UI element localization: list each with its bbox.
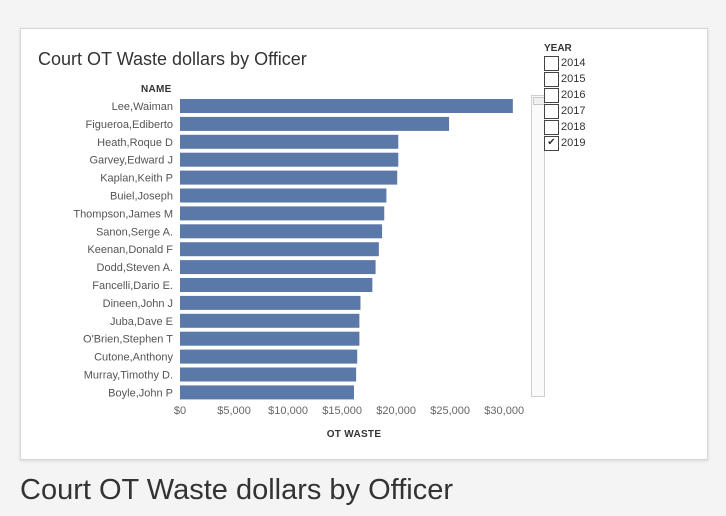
year-filter-title: YEAR xyxy=(544,43,572,54)
year-option-label: 2015 xyxy=(561,73,586,85)
category-label: Garvey,Edward J xyxy=(89,155,173,167)
bar-5[interactable] xyxy=(180,188,387,203)
category-labels-group: Lee,Waiman Figueroa,Ediberto Heath,Roque D… xyxy=(73,101,173,399)
bars-group xyxy=(180,99,513,400)
year-filter: YEAR 2014 2015 2016 2017 2018 ✔ 2019 xyxy=(544,43,585,151)
bar-14[interactable] xyxy=(180,349,358,364)
category-label: Buiel,Joseph xyxy=(110,191,173,203)
bar-2[interactable] xyxy=(180,134,399,149)
x-tick-label: $15,000 xyxy=(322,405,362,417)
category-label: Heath,Roque D xyxy=(97,137,173,149)
category-label: Dineen,John J xyxy=(103,298,173,310)
bar-10[interactable] xyxy=(180,278,373,292)
bar-9[interactable] xyxy=(180,260,376,275)
x-tick-label: $10,000 xyxy=(268,405,308,417)
x-axis-ticks-group: $0 $5,000 $10,000 $15,000 $20,000 $25,000 $30,… xyxy=(174,405,524,417)
category-label: Cutone,Anthony xyxy=(94,352,173,364)
year-option-label: 2019 xyxy=(561,137,586,149)
year-option-2019[interactable]: ✔ 2019 xyxy=(544,135,585,151)
checkbox-icon[interactable] xyxy=(544,119,559,135)
dashboard-card: Court OT Waste dollars by Officer NAME L… xyxy=(20,28,708,460)
checkbox-checked-icon[interactable]: ✔ xyxy=(544,135,559,151)
bar-4[interactable] xyxy=(180,170,398,185)
year-option-label: 2018 xyxy=(561,121,586,133)
bar-7[interactable] xyxy=(180,224,383,239)
category-label: Juba,Dave E xyxy=(110,316,173,328)
year-option-2017[interactable]: 2017 xyxy=(544,103,585,119)
year-option-2014[interactable]: 2014 xyxy=(544,55,585,71)
year-option-2018[interactable]: 2018 xyxy=(544,119,585,135)
bar-12[interactable] xyxy=(180,313,360,328)
page-caption: Court OT Waste dollars by Officer xyxy=(20,474,453,506)
x-tick-label: $25,000 xyxy=(430,405,470,417)
x-axis-title: OT WASTE xyxy=(327,429,382,440)
bar-3[interactable] xyxy=(180,152,399,167)
bar-0[interactable] xyxy=(180,99,513,113)
year-option-label: 2016 xyxy=(561,89,586,101)
bar-13[interactable] xyxy=(180,331,360,346)
checkbox-icon[interactable] xyxy=(544,55,559,71)
bar-chart: Lee,Waiman Figueroa,Ediberto Heath,Roque D… xyxy=(73,99,524,440)
x-tick-label: $30,000 xyxy=(484,405,524,417)
category-label: Fancelli,Dario E. xyxy=(92,280,173,292)
x-tick-label: $5,000 xyxy=(217,405,251,417)
vertical-scrollbar[interactable] xyxy=(531,95,545,397)
bar-16[interactable] xyxy=(180,385,354,400)
checkbox-icon[interactable] xyxy=(544,71,559,87)
category-label: Kaplan,Keith P xyxy=(100,173,173,185)
x-tick-label: $20,000 xyxy=(376,405,416,417)
category-label: Boyle,John P xyxy=(108,387,173,399)
category-label: Sanon,Serge A. xyxy=(96,226,173,238)
year-filter-list: 2014 2015 2016 2017 2018 ✔ 2019 xyxy=(544,55,585,151)
category-label: Lee,Waiman xyxy=(112,101,173,113)
checkbox-icon[interactable] xyxy=(544,87,559,103)
name-column-header: NAME xyxy=(141,84,172,95)
bar-1[interactable] xyxy=(180,116,450,131)
chart-title: Court OT Waste dollars by Officer xyxy=(38,49,307,69)
year-option-label: 2017 xyxy=(561,105,586,117)
x-tick-label: $0 xyxy=(174,405,186,417)
checkbox-icon[interactable] xyxy=(544,103,559,119)
category-label: Murray,Timothy D. xyxy=(84,370,173,382)
bar-15[interactable] xyxy=(180,367,357,382)
category-label: Thompson,James M xyxy=(73,208,173,220)
category-label: Keenan,Donald F xyxy=(87,244,173,256)
bar-11[interactable] xyxy=(180,295,361,310)
year-option-label: 2014 xyxy=(561,57,586,69)
category-label: Figueroa,Ediberto xyxy=(86,119,173,131)
category-label: Dodd,Steven A. xyxy=(97,262,173,274)
category-label: O'Brien,Stephen T xyxy=(83,334,173,346)
year-option-2015[interactable]: 2015 xyxy=(544,71,585,87)
bar-8[interactable] xyxy=(180,242,379,257)
bar-6[interactable] xyxy=(180,206,385,221)
year-option-2016[interactable]: 2016 xyxy=(544,87,585,103)
